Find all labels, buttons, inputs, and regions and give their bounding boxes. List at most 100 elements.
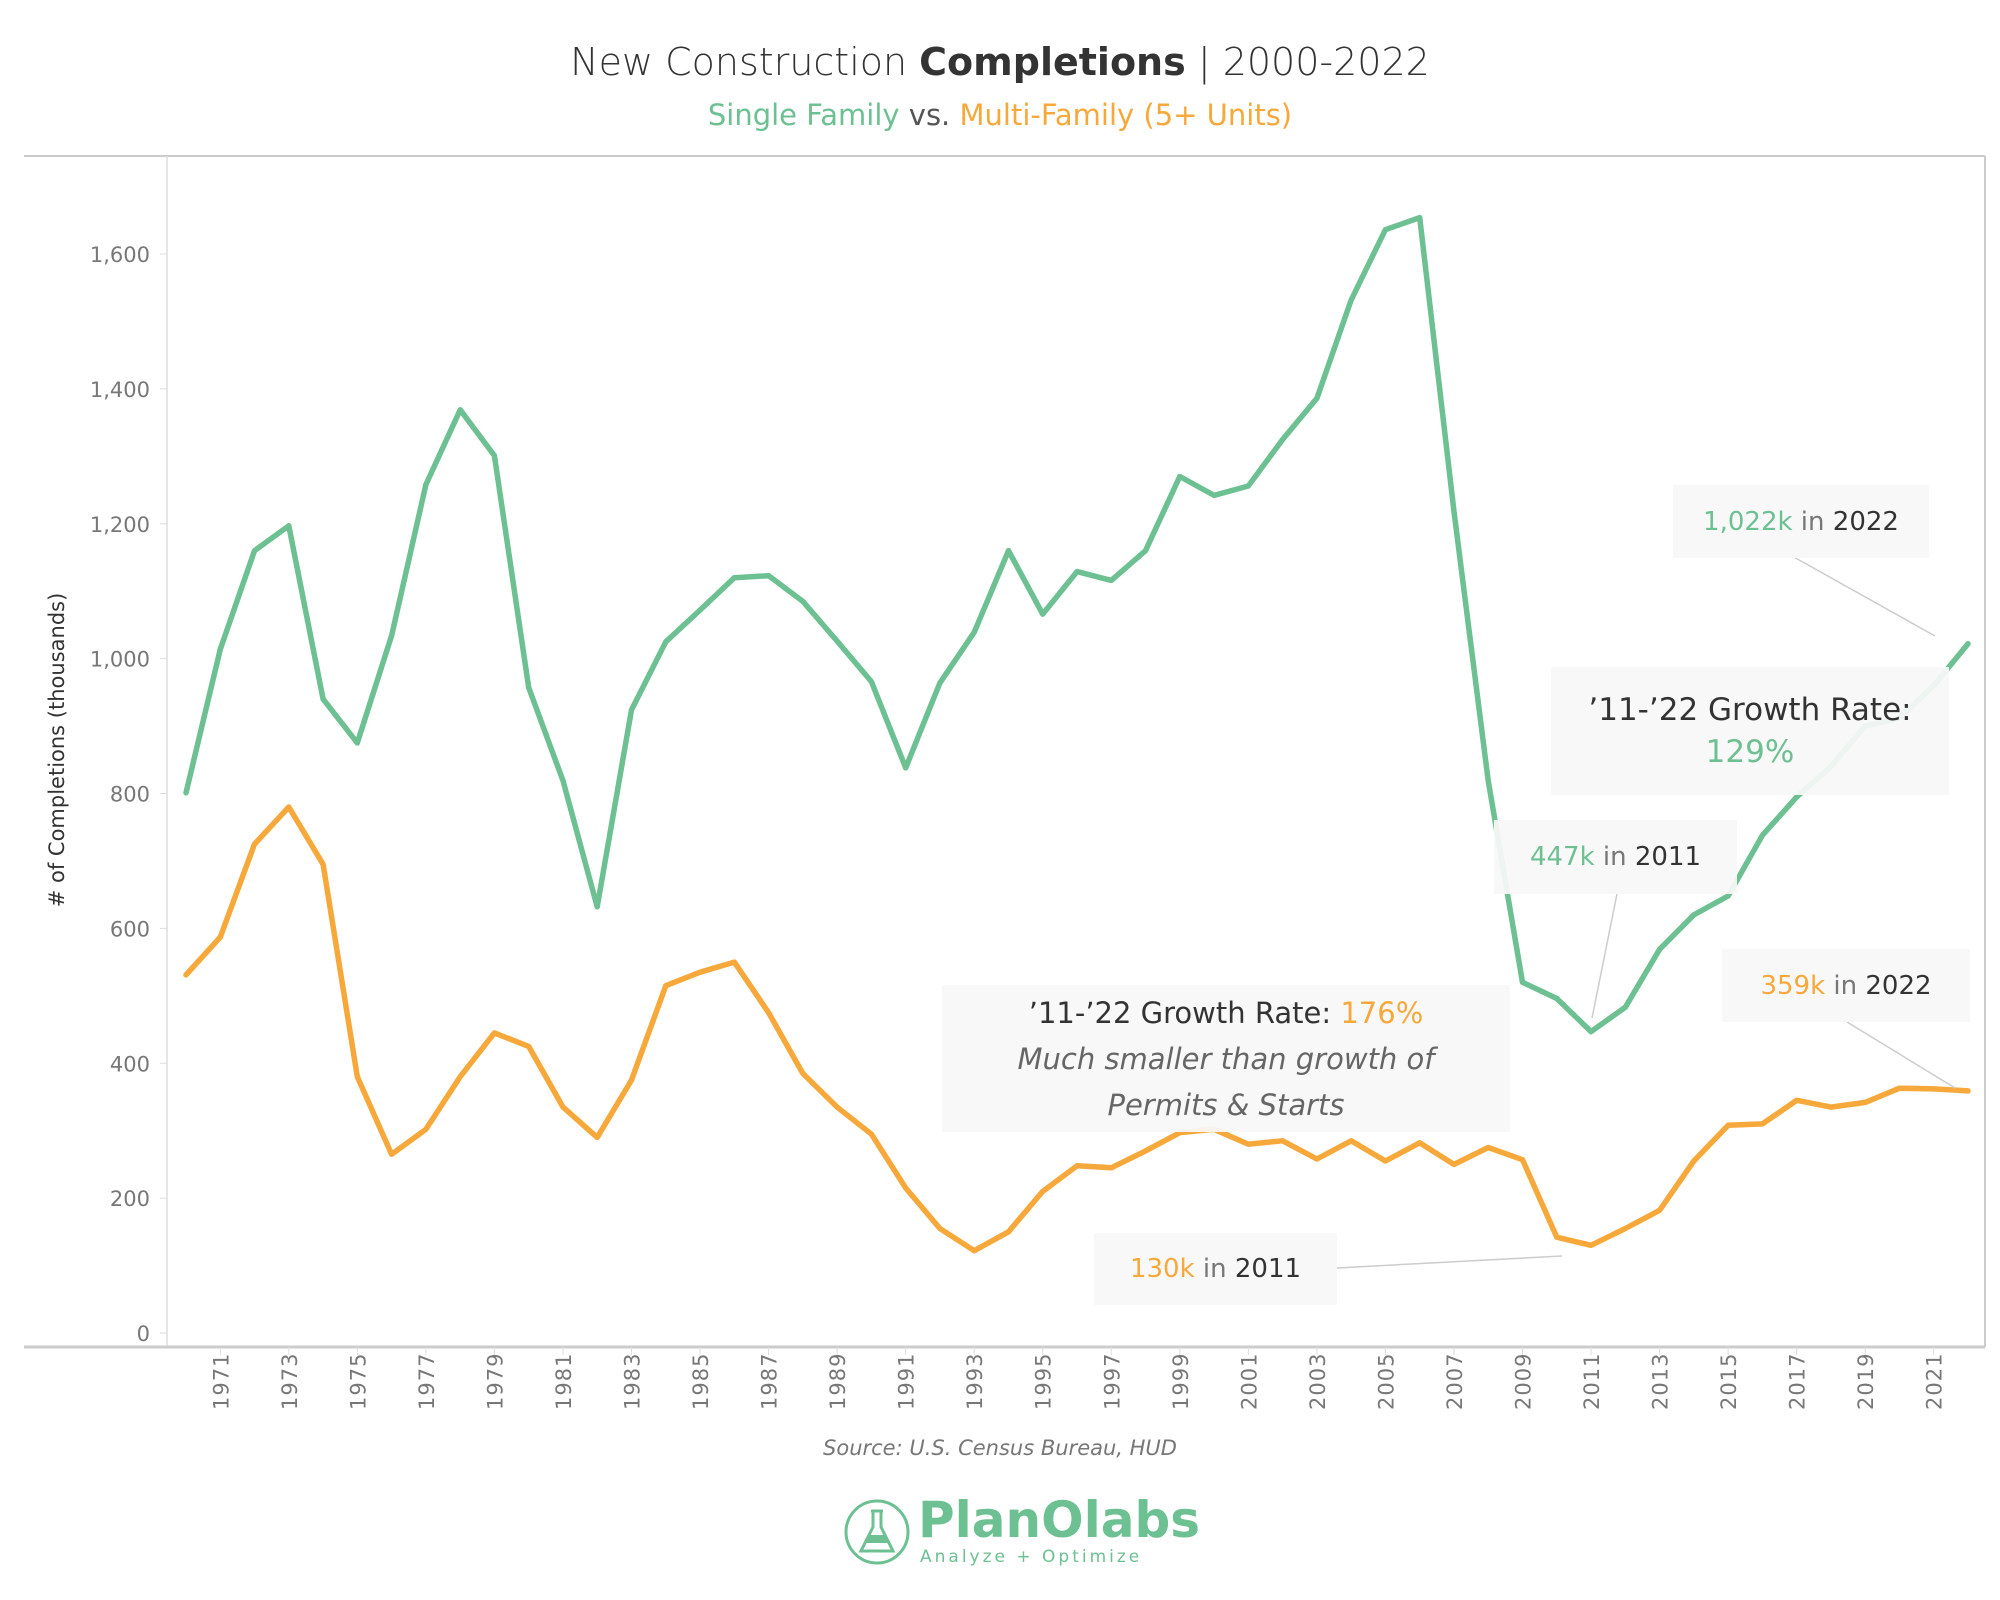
source-note: Source: U.S. Census Bureau, HUD (823, 1436, 1177, 1460)
annotation-mf-2022: 359k in 2022 (1722, 949, 1970, 1022)
data-point (423, 482, 429, 488)
x-tick-label: 2007 (1443, 1353, 1467, 1410)
data-point (1554, 1234, 1560, 1240)
y-tick-label: 0 (137, 1322, 150, 1346)
data-point (1862, 1099, 1868, 1105)
data-point (1554, 996, 1560, 1002)
data-point (868, 1131, 874, 1137)
data-point (1485, 1145, 1491, 1151)
data-point (1348, 1138, 1354, 1144)
x-tick-label: 2005 (1374, 1353, 1398, 1410)
data-point (697, 969, 703, 975)
data-point (1108, 1165, 1114, 1171)
data-point (594, 904, 600, 910)
title-part2: | 2000-2022 (1185, 40, 1430, 84)
data-point (1280, 1138, 1286, 1144)
x-tick-label: 1971 (209, 1353, 233, 1410)
data-point (183, 972, 189, 978)
data-point (1657, 1207, 1663, 1213)
data-point (1759, 1121, 1765, 1127)
data-point (800, 598, 806, 604)
x-tick-label: 1979 (483, 1353, 507, 1410)
data-point (320, 861, 326, 867)
subtitle-single-family: Single Family (707, 98, 900, 132)
sf-2022-in: in (1792, 506, 1833, 537)
data-point (1348, 297, 1354, 303)
planolabs-logo: PlanOlabs Analyze + Optimize (842, 1491, 1200, 1569)
data-point (903, 1185, 909, 1191)
x-tick-label: 2019 (1854, 1353, 1878, 1410)
x-tick-label: 2017 (1786, 1353, 1810, 1410)
y-tick-label: 1,600 (90, 243, 150, 267)
y-tick-label: 1,400 (90, 378, 150, 402)
data-point (937, 680, 943, 686)
sf-2011-year: 2011 (1634, 842, 1702, 872)
data-point (1143, 1148, 1149, 1154)
data-point (629, 707, 634, 713)
data-point (766, 1010, 772, 1016)
leader-sf-2011 (1591, 893, 1618, 1019)
mf-growth-note-2: Permits & Starts (1107, 1087, 1345, 1122)
mf-growth-note-1: Much smaller than growth of (1017, 1041, 1435, 1076)
y-tick-label: 1,000 (90, 648, 150, 672)
x-tick-label: 1973 (278, 1353, 302, 1410)
data-point (1417, 215, 1423, 221)
annotation-mf-2011: 130k in 2011 (1094, 1233, 1337, 1305)
data-point (800, 1070, 806, 1076)
data-point (1588, 1029, 1594, 1035)
y-tick-label: 600 (110, 917, 150, 941)
logo-name: PlanOlabs (918, 1491, 1201, 1549)
data-point (1143, 548, 1149, 554)
data-point (1280, 436, 1286, 442)
data-point (423, 1126, 429, 1132)
data-point (183, 790, 189, 796)
data-point (1108, 577, 1114, 583)
data-point (1657, 946, 1663, 952)
data-point (1451, 1161, 1457, 1167)
data-point (594, 1134, 600, 1140)
data-point (1794, 1097, 1800, 1103)
data-point (971, 1248, 977, 1254)
x-tick-label: 1991 (895, 1353, 919, 1410)
subtitle-multi-family: Multi-Family (5+ Units) (959, 98, 1293, 132)
data-point (286, 523, 292, 529)
data-point (1005, 548, 1011, 554)
data-point (491, 1030, 497, 1036)
sf-growth-value: 129% (1705, 734, 1795, 770)
x-tick-label: 2003 (1306, 1353, 1330, 1410)
series-line-single-family (183, 214, 1971, 1035)
data-point (354, 740, 360, 746)
data-point (389, 1151, 395, 1157)
y-tick-label: 200 (110, 1187, 150, 1211)
x-tick-label: 1983 (621, 1353, 645, 1410)
data-point (1382, 1158, 1388, 1164)
data-point (217, 934, 223, 940)
y-axis-title: # of Completions (thousands) (45, 593, 69, 908)
data-point (1965, 641, 1971, 647)
data-point (491, 453, 497, 459)
data-point (1485, 778, 1491, 784)
x-tick-label: 1997 (1100, 1353, 1124, 1410)
chart-title: New Construction Completions | 2000-2022 (0, 40, 2000, 84)
x-tick-label: 2015 (1717, 1353, 1741, 1410)
mf-2022-in: in (1825, 970, 1866, 1001)
mf-2022-value: 359k (1760, 970, 1826, 1001)
leader-mf-2011 (1336, 1255, 1563, 1269)
data-point (731, 959, 737, 965)
data-point (1520, 1157, 1525, 1163)
mf-growth-value: 176% (1340, 995, 1424, 1030)
data-point (1965, 1088, 1971, 1094)
x-tick-label: 2013 (1649, 1353, 1673, 1410)
sf-2011-in: in (1594, 842, 1635, 872)
data-point (1520, 979, 1525, 985)
y-tick-label: 400 (110, 1052, 150, 1076)
data-point (389, 633, 395, 639)
data-point (1691, 912, 1697, 918)
data-point (1074, 569, 1080, 575)
data-point (903, 765, 909, 771)
leader-mf-2022 (1846, 1021, 1956, 1089)
data-point (971, 629, 977, 635)
data-point (731, 575, 737, 581)
data-point (868, 679, 874, 685)
